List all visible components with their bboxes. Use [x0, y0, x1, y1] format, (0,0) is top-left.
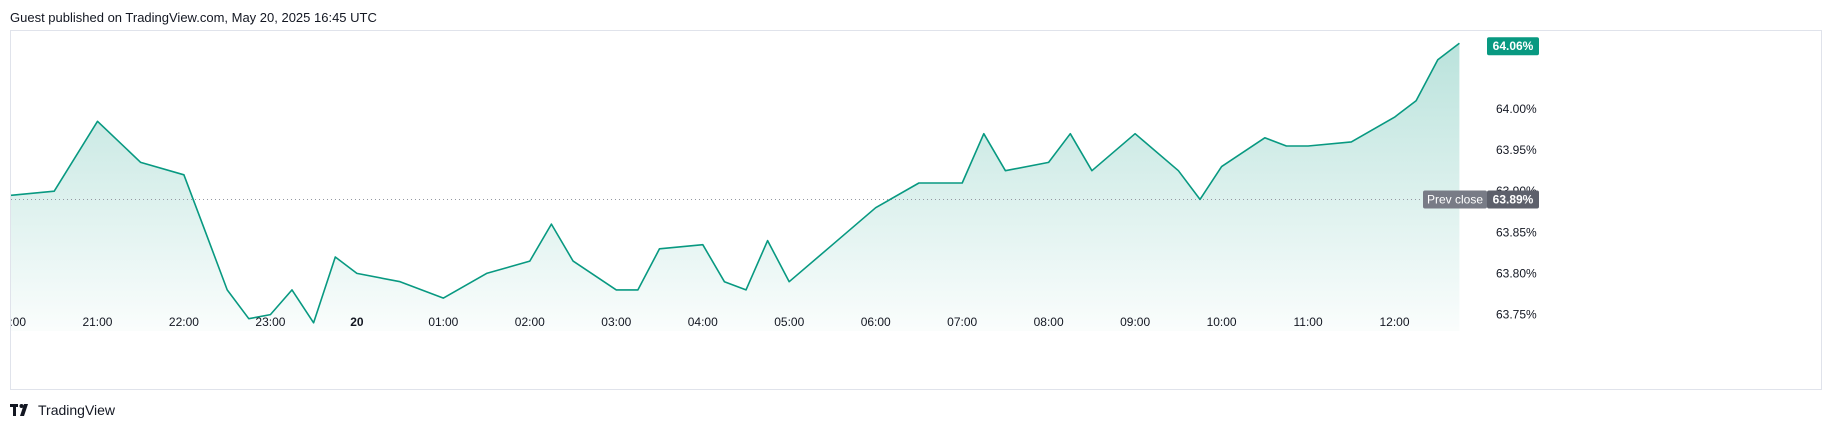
x-tick-label: 22:00: [169, 315, 199, 329]
current-value-label: 64.06%: [1493, 39, 1534, 53]
x-tick-label: 04:00: [688, 315, 718, 329]
brand-footer[interactable]: TradingView: [10, 402, 115, 418]
x-tick-label: 05:00: [774, 315, 804, 329]
current-value-tag: [1487, 37, 1539, 56]
area-fill: [11, 43, 1460, 331]
x-tick-label: 21:00: [82, 315, 112, 329]
y-tick-label: 63.80%: [1496, 266, 1537, 280]
publish-caption: Guest published on TradingView.com, May …: [10, 10, 377, 25]
chart-panel[interactable]: 64.00%63.95%63.90%63.85%63.80%63.75% 20:…: [0, 30, 1822, 390]
prev-close-label: Prev close: [1427, 192, 1483, 206]
area-chart: 64.00%63.95%63.90%63.85%63.80%63.75% 20:…: [0, 37, 1539, 331]
x-tick-label: 01:00: [428, 315, 458, 329]
y-tick-label: 64.00%: [1496, 102, 1537, 116]
x-tick-label: 20:00: [11, 315, 26, 329]
x-tick-label: 10:00: [1207, 315, 1237, 329]
prev-close-value-label: 63.89%: [1493, 192, 1534, 206]
x-tick-label: 11:00: [1293, 315, 1322, 329]
x-tick-label: 12:00: [1380, 315, 1410, 329]
y-tick-label: 63.95%: [1496, 143, 1537, 157]
x-tick-label: 02:00: [515, 315, 545, 329]
y-tick-label: 63.85%: [1496, 225, 1537, 239]
x-tick-label: 07:00: [947, 315, 977, 329]
x-tick-label: 08:00: [1034, 315, 1064, 329]
y-tick-label: 63.75%: [1496, 308, 1537, 322]
brand-name: TradingView: [38, 402, 116, 418]
series-line: [10, 42, 1460, 324]
prev-close-value-tag: [1487, 190, 1539, 209]
x-tick-label: 06:00: [861, 315, 891, 329]
x-tick-label: 09:00: [1120, 315, 1150, 329]
prev-close-tag: [1423, 190, 1487, 209]
x-tick-label: 23:00: [255, 315, 285, 329]
x-tick-label: 03:00: [601, 315, 631, 329]
x-tick-label: 20: [350, 315, 364, 329]
tradingview-logo-icon: [10, 404, 28, 416]
